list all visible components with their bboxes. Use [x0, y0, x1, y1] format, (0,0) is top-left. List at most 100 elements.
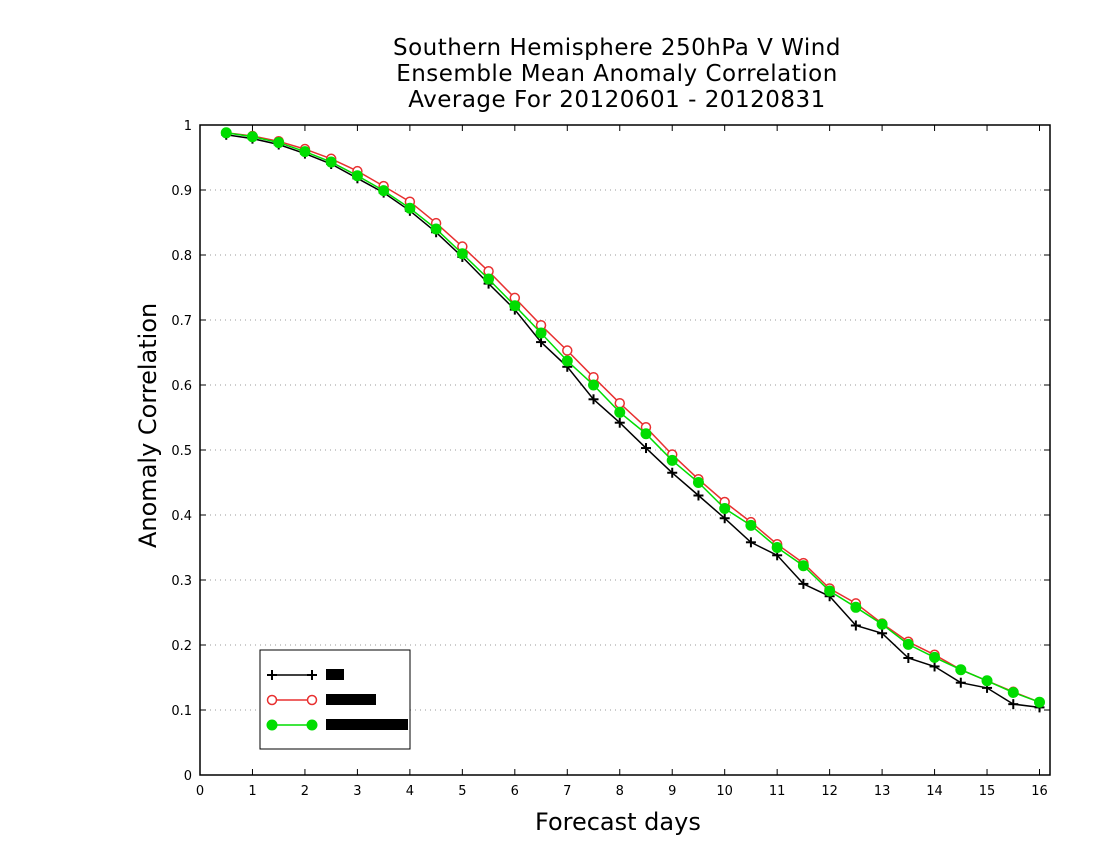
series-red-open-circle — [220, 127, 1045, 708]
plus-marker — [903, 653, 914, 663]
filled-circle-marker — [666, 454, 678, 466]
x-tick-label: 5 — [458, 784, 466, 799]
y-tick-label: 1 — [184, 119, 192, 134]
filled-circle-marker — [266, 719, 278, 731]
x-axis-title: Forecast days — [535, 808, 701, 836]
x-tick-label: 3 — [353, 784, 361, 799]
legend-label-glyphs — [326, 669, 344, 680]
plus-marker — [693, 490, 704, 501]
x-tick-label: 11 — [769, 784, 786, 799]
plus-marker — [745, 537, 756, 548]
filled-circle-marker — [299, 146, 311, 158]
filled-circle-marker — [850, 601, 862, 613]
plus-marker — [267, 670, 277, 680]
legend-label-glyphs — [326, 719, 408, 730]
legend-entry — [266, 719, 408, 731]
y-tick-label: 0 — [184, 769, 192, 784]
filled-circle-marker — [404, 202, 416, 214]
y-axis-title: Anomaly Correlation — [134, 302, 162, 548]
filled-circle-marker — [981, 675, 993, 687]
x-tick-label: 4 — [406, 784, 414, 799]
filled-circle-marker — [325, 156, 337, 168]
x-tick-label: 13 — [874, 784, 891, 799]
x-tick-label: 7 — [563, 784, 571, 799]
series-line — [226, 134, 1040, 709]
filled-circle-marker — [273, 137, 285, 149]
filled-circle-marker — [588, 379, 600, 391]
plus-marker — [640, 443, 651, 454]
plus-marker — [536, 337, 547, 348]
data-series — [220, 127, 1046, 713]
y-tick-label: 0.9 — [171, 184, 192, 199]
x-tick-label: 0 — [196, 784, 204, 799]
legend-entry — [266, 694, 376, 706]
plus-marker — [1008, 699, 1019, 710]
filled-circle-marker — [745, 519, 757, 531]
gridlines — [200, 189, 1050, 711]
plus-marker — [850, 620, 861, 631]
series-black-plus — [221, 129, 1045, 713]
series-green-filled-circle — [220, 127, 1046, 708]
x-tick-label: 12 — [821, 784, 838, 799]
y-tick-label: 0.3 — [171, 574, 192, 589]
axis-ticks: 00.10.20.30.40.50.60.70.80.910 1 2 3 4 5 6 7 8 9 1… — [171, 119, 1050, 799]
filled-circle-marker — [955, 664, 967, 676]
filled-circle-marker — [561, 355, 573, 367]
x-tick-label: 14 — [926, 784, 943, 799]
filled-circle-marker — [797, 560, 809, 572]
y-tick-label: 0.2 — [171, 639, 192, 654]
plus-marker — [614, 417, 625, 428]
series-line — [226, 132, 1040, 703]
y-tick-label: 0.4 — [171, 509, 192, 524]
x-tick-label: 9 — [668, 784, 676, 799]
open-circle-marker — [266, 694, 278, 706]
filled-circle-marker — [1034, 696, 1046, 708]
filled-circle-marker — [378, 185, 390, 197]
chart-title-line-1: Southern Hemisphere 250hPa V Wind — [393, 35, 841, 61]
y-tick-label: 0.6 — [171, 379, 192, 394]
filled-circle-marker — [535, 327, 547, 339]
filled-circle-marker — [483, 273, 495, 285]
filled-circle-marker — [246, 131, 258, 143]
filled-circle-marker — [692, 477, 704, 488]
filled-circle-marker — [902, 638, 914, 650]
legend-label-glyphs — [326, 694, 376, 705]
x-tick-label: 2 — [301, 784, 309, 799]
plus-marker — [798, 578, 809, 589]
y-tick-label: 0.1 — [171, 704, 192, 719]
filled-circle-marker — [614, 406, 626, 418]
plus-marker — [955, 677, 966, 688]
filled-circle-marker — [719, 503, 731, 514]
y-tick-label: 0.8 — [171, 249, 192, 264]
open-circle-marker — [614, 397, 626, 409]
filled-circle-marker — [220, 127, 232, 139]
chart-title-line-3: Average For 20120601 - 20120831 — [408, 87, 826, 113]
plus-marker — [307, 670, 317, 680]
plus-marker — [588, 394, 599, 405]
legend — [259, 649, 411, 750]
filled-circle-marker — [509, 300, 521, 312]
filled-circle-marker — [1007, 686, 1019, 698]
x-tick-label: 6 — [511, 784, 519, 799]
legend-entry — [267, 669, 344, 680]
filled-circle-marker — [640, 428, 652, 440]
open-circle-marker — [562, 345, 573, 356]
plus-marker — [719, 513, 730, 524]
x-tick-label: 1 — [248, 784, 256, 799]
chart-title-line-2: Ensemble Mean Anomaly Correlation — [396, 61, 838, 87]
filled-circle-marker — [929, 651, 941, 663]
filled-circle-marker — [351, 170, 363, 182]
filled-circle-marker — [771, 542, 783, 553]
y-tick-label: 0.7 — [171, 314, 192, 329]
plus-marker — [667, 467, 678, 478]
filled-circle-marker — [306, 719, 318, 731]
x-tick-label: 16 — [1031, 784, 1048, 799]
x-tick-label: 10 — [716, 784, 733, 799]
x-tick-label: 15 — [979, 784, 996, 799]
filled-circle-marker — [876, 618, 888, 630]
plus-marker — [877, 628, 888, 639]
filled-circle-marker — [430, 223, 442, 235]
filled-circle-marker — [456, 248, 468, 260]
series-line — [226, 132, 1040, 703]
filled-circle-marker — [824, 585, 836, 597]
